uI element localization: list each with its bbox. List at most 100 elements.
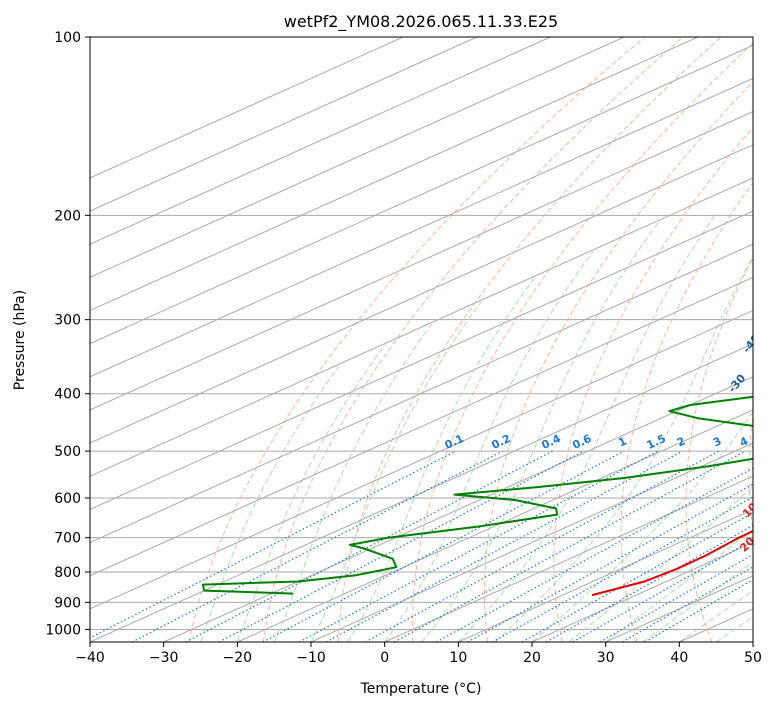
x-tick-label: −30 [149,650,179,666]
dry-adiabat-line [337,37,722,642]
dry-adiabat-line [412,42,753,642]
isotherm-label: -20 [749,394,772,418]
x-tick-label: −40 [75,650,105,666]
y-tick-label: 1000 [45,622,81,638]
isotherm-line [90,37,698,312]
mixing-ratio-line [599,553,753,642]
isotherm-line [90,210,753,510]
mixing-ratio-line [325,450,683,642]
moist-adiabat-line [642,561,753,642]
moist-adiabat-line [494,255,753,642]
mixing-ratio-line [572,539,753,642]
isotherm-line [90,309,753,610]
x-tick-label: −10 [296,650,326,666]
isotherm-label: -30 [726,371,749,395]
x-tick-label: 0 [380,650,389,666]
isotherm-line [679,608,753,642]
mixing-ratio-line [365,450,720,642]
isotherm-line [310,442,753,642]
isotherm-line [90,177,753,477]
isotherm-line [163,376,753,642]
x-tick-label: 40 [670,650,688,666]
x-axis-label: Temperature (°C) [360,681,482,697]
dry-adiabat-line [263,37,684,642]
chart-title: wetPf2_YM08.2026.065.11.33.E25 [284,12,558,32]
mixing-ratio-line [218,450,584,642]
isotherm-line [237,409,753,642]
moist-adiabat-label: 10 [740,500,760,520]
moist-adiabat-line [200,366,339,642]
dry-adiabat-line [748,411,753,534]
dewpoint-profile [201,395,753,595]
moist-adiabat-line [531,410,753,642]
dry-adiabat-line [620,181,753,642]
isotherm-line [90,144,753,444]
mixing-ratio-line [131,450,503,642]
mixing-ratio-label: 1 [616,434,628,449]
y-tick-label: 600 [54,491,81,507]
x-axis: −40 −30 −20 −10 0 10 20 30 40 50 [75,642,762,666]
mixing-ratio-label: 0.4 [540,432,563,452]
y-axis-label: Pressure (hPa) [12,290,28,390]
isotherm-line [90,44,753,345]
plot-frame [89,36,754,643]
mixing-ratio-label: 3 [711,434,723,449]
temperature-profile [591,529,753,597]
moist-adiabat-label: 0 [768,458,775,473]
dry-adiabat-line [484,80,753,642]
dry-adiabat-line [553,126,753,642]
isotherm-line [90,37,404,179]
isotherm-line [90,37,477,212]
y-tick-label: 300 [54,313,81,329]
y-tick-label: 400 [54,387,81,403]
x-tick-label: −20 [223,650,253,666]
moist-adiabat-line [715,616,753,642]
dry-adiabat-line [685,257,753,642]
isotherm-label: -40 [740,332,763,356]
dry-adiabat-line [188,37,646,642]
y-tick-label: 700 [54,531,81,547]
isotherm-line [90,276,753,577]
mixing-ratio-label: 2 [675,434,687,449]
moist-adiabat-line [273,323,433,642]
y-tick-label: 100 [54,30,81,46]
y-axis: 100 200 300 400 500 600 700 800 900 1000 [45,30,90,638]
mixing-ratio-line [467,483,753,642]
isotherm-line [384,475,753,642]
moist-adiabat-label: 40 [770,586,775,606]
y-tick-label: 200 [54,208,81,224]
x-tick-label: 50 [744,650,762,666]
isotherm-label: -10 [747,428,770,452]
mixing-ratio-label: 0.2 [490,432,513,452]
isotherm-line [752,641,753,642]
isotherm-line [90,37,551,245]
y-tick-label: 500 [54,444,81,460]
mixing-ratio-label: 0.6 [570,432,593,452]
isotherm-line [90,37,625,278]
moist-adiabat-line [236,343,386,642]
mixing-ratio-line [491,496,753,642]
mixing-ratio-line [545,524,753,642]
isotherm-line [90,77,753,378]
isotherm-line [90,111,753,411]
y-tick-label: 800 [54,565,81,581]
mixing-ratio-label: 1.5 [645,432,668,452]
isotherm-line [531,542,753,642]
background-lines [90,37,753,642]
moist-adiabat-line [679,589,753,642]
mixing-ratio-line [393,450,746,642]
isotherm-line [90,343,753,642]
moist-adiabat-line [421,221,660,642]
mixing-ratio-line [262,450,625,642]
moist-adiabat-label: 30 [751,561,771,581]
mixing-ratio-line [521,511,753,642]
x-tick-label: 10 [449,650,467,666]
mixing-ratio-line [185,450,553,642]
mixing-ratio-line [90,450,457,639]
y-tick-label: 900 [54,595,81,611]
moist-adiabat-line [384,251,594,642]
x-tick-label: 30 [597,650,615,666]
mixing-ratio-label: 0.1 [443,432,466,452]
moist-adiabat-line [347,277,535,642]
